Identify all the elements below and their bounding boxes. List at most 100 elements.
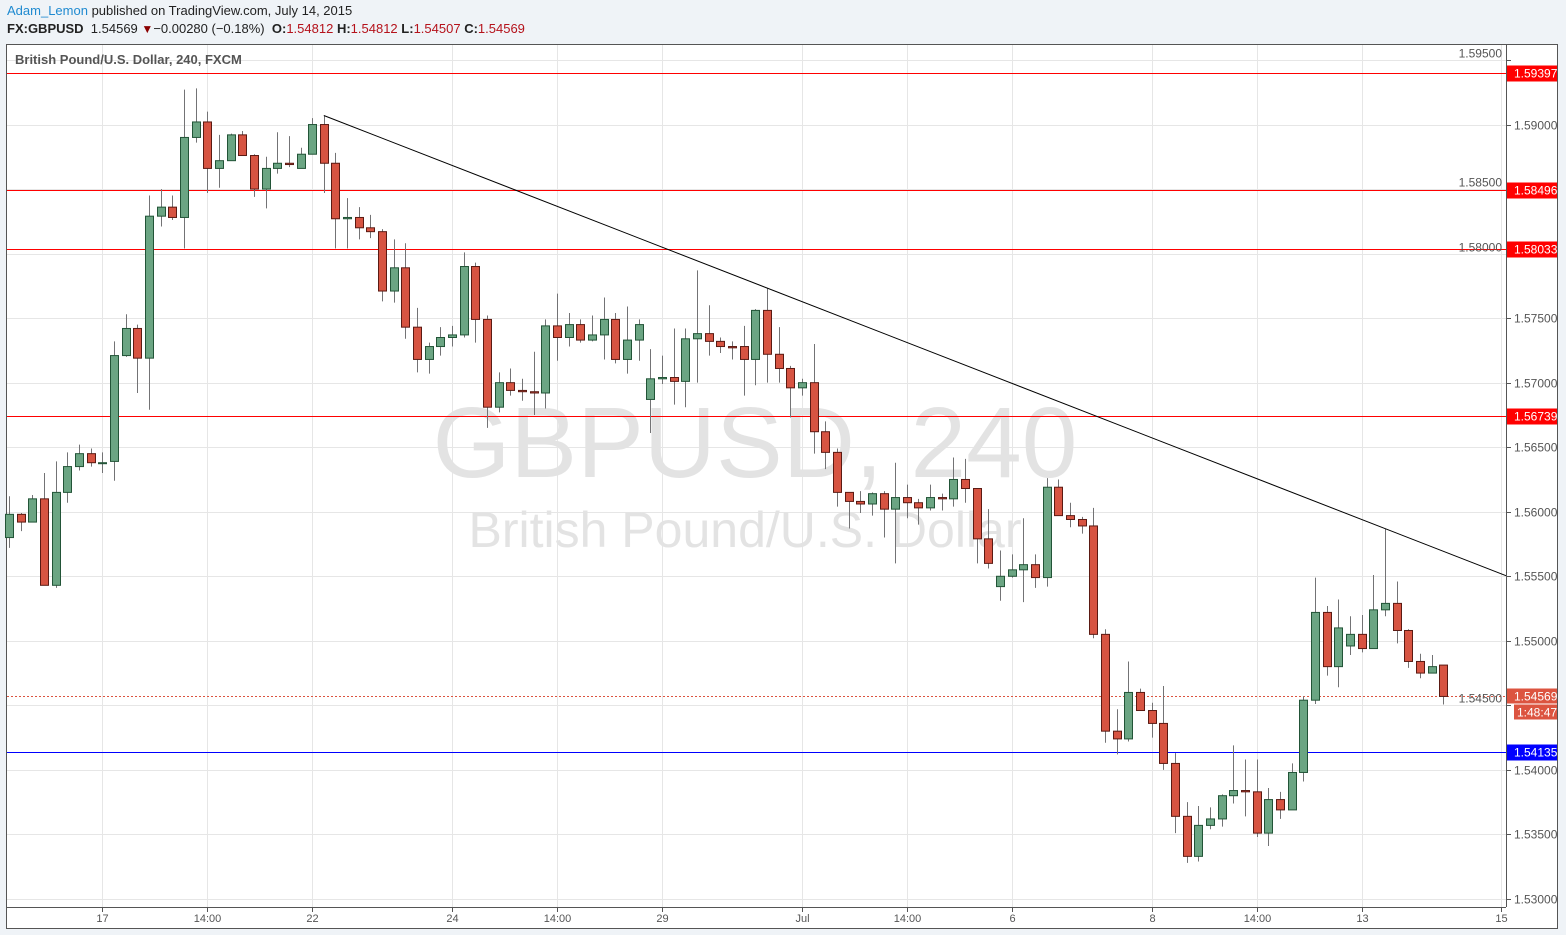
price-axis[interactable]: 1.59500 1.59000 1.58500 1.58000 1.57500 1.570… [1459,47,1558,907]
candle-bullish [541,325,550,394]
candle-bearish [611,318,620,360]
chart-title: British Pound/U.S. Dollar, 240, FXCM [15,52,242,67]
candle-bullish [1311,611,1320,701]
candles [5,88,1448,863]
candle-bearish [40,498,49,586]
candle-bearish [786,367,795,389]
x-tick-label: 17 [96,913,108,925]
last-price-label: 1.54569 [1514,690,1558,704]
last-price: 1.54569 [90,21,138,36]
candle-bearish [87,453,96,464]
candle-bullish [180,136,189,218]
candle-bullish [63,466,72,493]
candle-bearish [763,309,772,355]
candle-bullish [1194,824,1203,857]
open-value: 1.54812 [286,21,334,36]
candle-bearish [250,155,259,190]
candle-bearish [355,216,364,229]
candle-bearish [1241,790,1250,793]
candle-bullish [262,167,271,190]
candle-bullish [588,334,597,341]
candle-bullish [798,382,807,389]
price-labels: 1.59397 1.58496 1.58033 1.56739 1.54135 1.545… [1507,65,1558,761]
candle-bearish [1031,564,1040,579]
candle-bullish [145,215,154,359]
y-tick-label: 1.57500 [1514,312,1558,326]
candle-bullish [460,266,469,336]
candle-bullish [122,327,131,357]
y-tick-label: 1.56500 [1514,441,1558,455]
candle-bearish [856,500,865,505]
candle-bullish [448,334,457,339]
trendline [323,115,1507,577]
y-tick-label: 1.57000 [1514,377,1558,391]
high-value: 1.54812 [350,21,398,36]
candle-bullish [495,382,504,408]
candle-bullish [1218,795,1227,820]
candle-bullish [192,121,201,138]
candle-bearish [1253,791,1262,834]
y-tick-label: 1.54500 [1459,692,1503,706]
y-tick-label: 1.59500 [1459,47,1503,61]
candle-bearish [1113,730,1122,740]
candle-bearish [1183,815,1192,857]
candle-bullish [646,378,655,400]
candle-bearish [914,502,923,509]
time-axis[interactable]: 17 14:00 22 24 14:00 29 Jul 14:00 6 8 14:00 13 15 [96,907,1508,925]
publish-info: Adam_Lemon published on TradingView.com,… [7,3,352,18]
candle-bearish [285,162,294,166]
candle-bearish [471,266,480,320]
level-price-tag [1507,182,1557,199]
candle-bearish [483,318,492,408]
candle-bullish [227,134,236,162]
candle-bullish [1264,799,1273,834]
trendline-group [323,115,1507,577]
price-change: −0.00280 (−0.18%) [153,21,265,36]
candle-bullish [565,324,574,339]
candle-bearish [1393,602,1402,631]
low-value: 1.54507 [413,21,461,36]
open-label: O: [271,21,287,36]
author-link[interactable]: Adam_Lemon [7,3,88,18]
x-tick-label: 8 [1149,913,1155,925]
y-tick-label: 1.59000 [1514,119,1558,133]
candle-bearish [984,538,993,564]
candle-bullish [297,153,306,169]
bar-countdown-label: 1:48:47 [1517,706,1557,720]
candle-bearish [1089,525,1098,635]
candle-bearish [1416,660,1425,674]
candle-bearish [203,121,212,169]
candle-bullish [1428,666,1437,674]
candle-bullish [658,377,667,380]
y-tick-label: 1.54000 [1514,764,1558,778]
level-price-label: 1.58496 [1514,184,1558,198]
candle-bullish [1229,790,1238,797]
candle-bullish [1124,691,1133,740]
candle-bullish [681,338,690,382]
x-tick-label: 14:00 [544,913,572,925]
candle-bearish [17,513,26,523]
published-text: published on TradingView.com, July 14, 2… [91,3,353,18]
y-tick-label: 1.58500 [1459,176,1503,190]
candle-bullish [215,160,224,169]
candle-bearish [728,346,737,349]
candle-bearish [378,231,387,292]
close-label: C: [464,21,478,36]
candle-bullish [5,513,14,539]
candle-bullish [1346,633,1355,647]
candle-bearish [833,451,842,493]
candle-bearish [553,325,562,339]
level-price-label: 1.56739 [1514,410,1558,424]
candle-bearish [331,162,340,220]
candle-bullish [1043,486,1052,579]
horizontal-levels [7,73,1506,753]
candle-bearish [530,391,539,394]
candle-bullish [273,162,282,169]
candle-bearish [168,206,177,218]
x-tick-label: 15 [1495,913,1507,925]
candle-bearish [133,327,142,359]
candle-bullish [1334,627,1343,668]
level-price-label: 1.59397 [1514,67,1558,81]
level-price-label: 1.54135 [1514,746,1558,760]
